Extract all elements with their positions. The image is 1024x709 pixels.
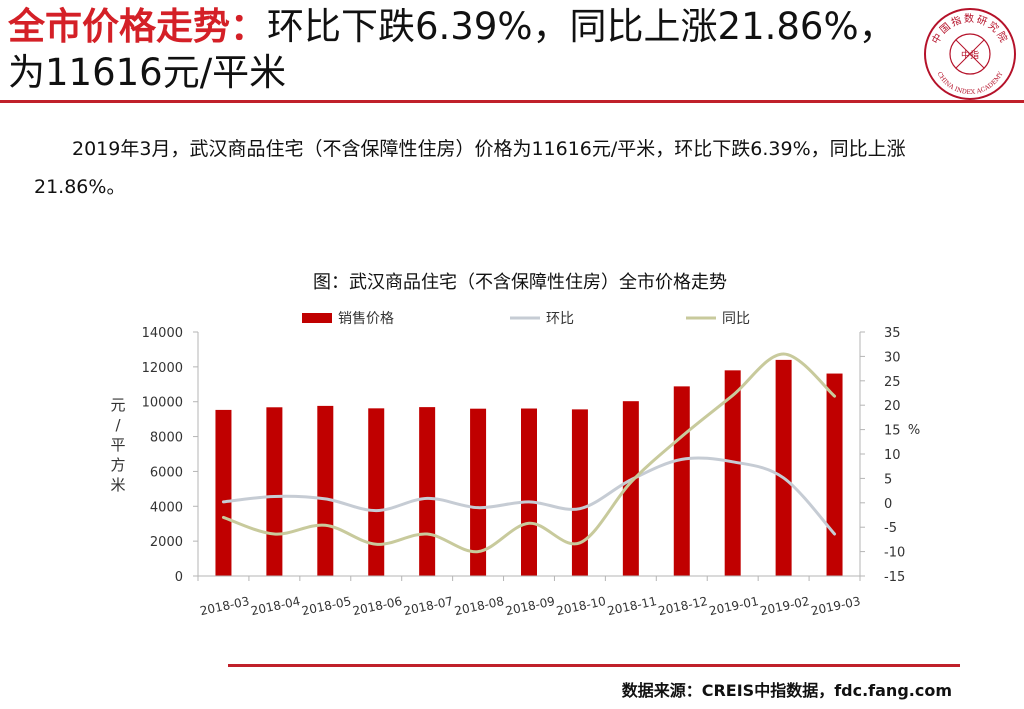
price-trend-chart: 图：武汉商品住宅（不含保障性住房）全市价格走势 销售价格 环比 同比 0 2000 40… — [110, 272, 920, 618]
x-tick-label: 2018-12 — [657, 594, 709, 618]
y-right-tick-label: 20 — [884, 399, 901, 414]
y-left-tick-label: 12000 — [142, 361, 183, 376]
x-tick-label: 2018-04 — [250, 594, 302, 618]
x-tick-label: 2018-09 — [504, 594, 556, 618]
legend-label: 销售价格 — [338, 311, 394, 327]
y-left-tick-label: 0 — [175, 570, 183, 585]
x-tick-label: 2018-07 — [402, 594, 454, 618]
bar-2018-03 — [215, 409, 232, 576]
slide-title: 全市价格走势：环比下跌6.39%，同比上涨21.86%，为11616元/平米 — [8, 4, 908, 96]
x-tick-label: 2019-02 — [759, 594, 811, 618]
x-tick-label: 2018-10 — [555, 594, 607, 618]
y-right-tick-label: -10 — [884, 546, 905, 561]
x-tick-label: 2018-11 — [606, 594, 658, 618]
y-right-tick-label: 10 — [884, 448, 901, 463]
bar-2018-11 — [622, 401, 639, 576]
legend-swatch-bar — [302, 313, 332, 323]
y-right-tick-label: 30 — [884, 350, 901, 365]
logo-text-top: 中国指数研究院 — [929, 12, 1010, 46]
bar-2018-09 — [521, 408, 537, 576]
bar-2019-03 — [826, 373, 843, 576]
line-series-mom — [221, 456, 837, 536]
x-tick-label: 2018-08 — [453, 594, 505, 618]
y-right-tick-label: 0 — [884, 497, 892, 512]
y-left-tick-label: 8000 — [150, 431, 183, 446]
y-right-tick-label: -5 — [884, 521, 897, 536]
bar-series-price — [215, 359, 843, 576]
x-tick-label: 2019-03 — [810, 594, 862, 618]
y-axis-right: -15 -10 -5 0 5 10 15 20 25 30 35 — [859, 326, 905, 585]
x-tick-label: 2018-05 — [300, 594, 352, 618]
chart-legend: 销售价格 环比 同比 — [302, 311, 750, 327]
svg-text:中国指数研究院: 中国指数研究院 — [929, 12, 1012, 46]
footer-divider — [228, 664, 960, 667]
bar-2018-06 — [368, 408, 385, 576]
bar-2018-05 — [317, 405, 334, 576]
legend-label: 环比 — [546, 311, 574, 327]
y-right-tick-label: -15 — [884, 570, 905, 585]
bar-2018-10 — [571, 409, 588, 576]
bar-2018-12 — [673, 386, 690, 576]
y-right-tick-label: 25 — [884, 375, 901, 390]
bar-2018-08 — [470, 408, 487, 576]
y-axis-left: 0 2000 4000 6000 8000 10000 12000 14000 — [142, 326, 199, 585]
bar-2018-07 — [419, 407, 436, 576]
y-right-tick-label: 35 — [884, 326, 901, 341]
x-tick-label: 2018-06 — [351, 594, 403, 618]
title-rest: 环比下跌6.39%，同比上涨21.86%，为11616元/平米 — [8, 5, 896, 94]
y-left-tick-label: 10000 — [142, 396, 183, 411]
legend-label: 同比 — [722, 311, 750, 327]
bar-2019-01 — [724, 370, 741, 576]
y-axis-left-label: 元/平方米 — [110, 396, 125, 494]
chart-title: 图：武汉商品住宅（不含保障性住房）全市价格走势 — [313, 272, 727, 293]
y-left-tick-label: 4000 — [150, 500, 183, 515]
data-source: 数据来源：CREIS中指数据，fdc.fang.com — [621, 681, 952, 700]
y-left-tick-label: 14000 — [142, 326, 183, 341]
title-lead: 全市价格走势： — [8, 5, 267, 48]
logo-seal: 中国指数研究院 中指 CHINA INDEX ACADEMY — [924, 8, 1016, 100]
x-tick-label: 2018-03 — [199, 594, 251, 618]
y-axis-right-label: % — [908, 423, 920, 438]
y-right-tick-label: 5 — [884, 472, 892, 487]
logo-text-center: 中指 — [961, 49, 979, 61]
bar-2018-04 — [266, 407, 283, 576]
line-series — [221, 352, 837, 554]
line-series-yoy — [221, 352, 837, 554]
y-left-tick-label: 6000 — [150, 465, 183, 480]
x-axis: 2018-032018-042018-052018-062018-072018-… — [197, 575, 862, 618]
bar-2019-02 — [775, 359, 792, 576]
y-left-tick-label: 2000 — [150, 535, 183, 550]
x-tick-label: 2019-01 — [708, 594, 760, 618]
summary-text: 2019年3月，武汉商品住宅（不含保障性住房）价格为11616元/平米，环比下跌… — [34, 138, 906, 198]
title-divider — [0, 100, 1024, 103]
y-right-tick-label: 15 — [884, 424, 901, 439]
